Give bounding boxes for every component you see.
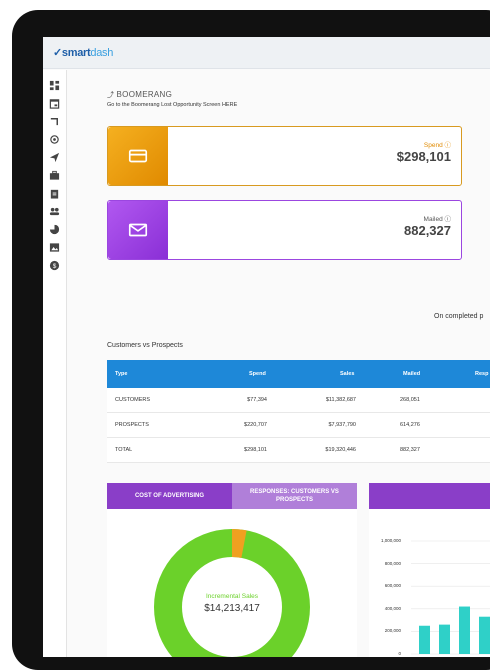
y-tick-label: 800,000: [384, 560, 401, 566]
people-icon[interactable]: [49, 206, 60, 217]
donut-slice-small: [231, 529, 247, 558]
main-content: ⤴ BOOMERANG Go to the Boomerang Lost Opp…: [68, 70, 490, 657]
pie-chart-icon[interactable]: [49, 224, 60, 235]
y-tick-label: 1,000,000: [380, 538, 401, 543]
dollar-icon[interactable]: $: [49, 260, 60, 271]
cell-type: TOTAL: [115, 447, 133, 453]
cell-mailed: 268,051: [400, 397, 420, 403]
boomerang-icon[interactable]: [49, 116, 60, 127]
cell-spend: $77,394: [247, 397, 267, 403]
send-icon[interactable]: [49, 152, 60, 163]
bar-chart: [411, 540, 490, 655]
app-screen: ✓smartdash $ ⤴ BOOMERANG Go to the Boome…: [43, 37, 490, 657]
y-tick-label: 600,000: [384, 583, 401, 589]
cell-sales: $7,937,790: [328, 422, 356, 428]
tab-responses[interactable]: RESPONSES: CUSTOMERS VS PROSPECTS: [232, 483, 357, 509]
calendar-icon[interactable]: [49, 98, 60, 109]
donut-chart: [154, 529, 310, 657]
cell-sales: $19,320,446: [325, 447, 356, 453]
cell-mailed: 882,327: [400, 447, 420, 453]
cell-type: PROSPECTS: [115, 422, 149, 428]
customers-prospects-table: Type Spend Sales Mailed Resp CUSTOMERS $…: [107, 360, 490, 463]
credit-card-icon: [108, 127, 168, 185]
kpi-card-spend: Spend ⓘ $298,101: [107, 126, 462, 186]
kpi-label: Spend ⓘ: [423, 142, 451, 149]
bar[interactable]: [459, 606, 470, 654]
column-header[interactable]: Sales: [340, 371, 355, 377]
kpi-value: $298,101: [396, 149, 451, 164]
bar[interactable]: [479, 616, 490, 654]
column-header[interactable]: Type: [115, 371, 128, 377]
boomerang-link[interactable]: Go to the Boomerang Lost Opportunity Scr…: [107, 102, 238, 108]
column-header[interactable]: Resp: [475, 371, 489, 377]
cell-sales: $11,382,687: [325, 397, 356, 403]
top-bar: ✓smartdash: [43, 37, 490, 69]
image-icon[interactable]: [49, 242, 60, 253]
svg-text:$: $: [53, 263, 57, 270]
table-row: TOTAL $298,101 $19,320,446 882,327: [107, 438, 490, 463]
donut-label: Incremental Sales: [205, 593, 259, 600]
app-logo[interactable]: ✓smartdash: [53, 47, 114, 59]
y-tick-label: 400,000: [384, 605, 401, 611]
tab-cost-of-advertising[interactable]: COST OF ADVERTISING: [107, 483, 232, 509]
kpi-label: Mailed ⓘ: [423, 216, 451, 223]
target-icon[interactable]: [49, 134, 60, 145]
mail-icon: [108, 201, 168, 259]
kpi-card-mailed: Mailed ⓘ 882,327: [107, 200, 462, 260]
table-row: CUSTOMERS $77,394 $11,382,687 268,051: [107, 388, 490, 413]
bar[interactable]: [439, 624, 450, 654]
cell-spend: $298,101: [244, 447, 267, 453]
chart-panel-header: [369, 483, 490, 509]
donut-panel: Incremental Sales $14,213,417: [107, 509, 357, 657]
column-header[interactable]: Mailed: [403, 371, 421, 377]
sidebar: $: [43, 70, 67, 657]
cell-mailed: 614,276: [400, 422, 420, 428]
cell-type: CUSTOMERS: [115, 397, 151, 403]
table-row: PROSPECTS $220,707 $7,937,790 614,276: [107, 413, 490, 438]
clipboard-icon[interactable]: [49, 188, 60, 199]
table-title: Customers vs Prospects: [107, 342, 183, 349]
tab-label: PROSPECTS: [275, 497, 313, 503]
y-tick-label: 200,000: [384, 628, 401, 634]
kpi-value: 882,327: [404, 223, 451, 238]
chart-tabs: COST OF ADVERTISING RESPONSES: CUSTOMERS…: [107, 483, 357, 509]
table-header: Type Spend Sales Mailed Resp: [107, 360, 490, 388]
tab-label: RESPONSES: CUSTOMERS VS: [250, 488, 339, 495]
completed-note: On completed p: [434, 313, 484, 320]
column-header[interactable]: Spend: [249, 371, 266, 377]
briefcase-icon[interactable]: [49, 170, 60, 181]
donut-value: $14,213,417: [204, 603, 260, 614]
cell-spend: $220,707: [244, 422, 267, 428]
page-title: ⤴ BOOMERANG: [107, 90, 173, 99]
dashboard-icon[interactable]: [49, 80, 60, 91]
